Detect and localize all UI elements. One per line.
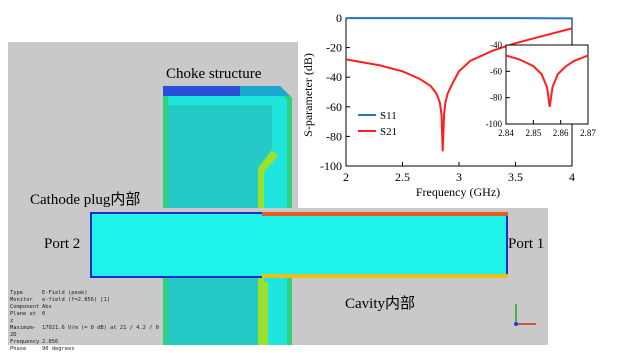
beam-pipe-field: [92, 214, 506, 276]
pipe-bottom-hot-edge: [262, 274, 508, 278]
info-key: Type: [10, 290, 42, 297]
info-key: Component: [10, 304, 42, 311]
y-tick-label: -80: [326, 129, 342, 143]
y-tick-label: -60: [326, 100, 342, 114]
info-value: e-field (f=2.856) [1]: [42, 297, 110, 304]
x-tick-label: 2.87: [580, 128, 596, 138]
legend-label-s11: S11: [380, 110, 397, 122]
port-2-label: Port 2: [44, 236, 80, 253]
y-tick-label: -100: [320, 159, 342, 173]
y-tick-label: -40: [490, 40, 502, 50]
legend-label-s21: S21: [380, 126, 397, 138]
x-tick-label: 2.5: [395, 170, 410, 184]
s-parameter-chart: 2 2.5 3 3.5 4 0 -20 -40 -60 -80 -100 Frequency (GHz…: [298, 0, 618, 208]
cavity-label: Cavity内部: [345, 292, 415, 313]
choke-structure-label: Choke structure: [166, 66, 261, 83]
info-value: 17021.6 V/m (= 0 dB) at 21 / 4.2 / 0: [42, 325, 159, 339]
info-value: Abs: [42, 304, 52, 311]
info-value: 0: [42, 311, 45, 325]
y-tick-label: -100: [486, 119, 503, 129]
info-value: E-Field (peak): [42, 290, 87, 297]
x-tick-label: 2.86: [553, 128, 569, 138]
y-tick-label: -60: [490, 66, 502, 76]
lower-choke-gap: [258, 282, 268, 345]
x-tick-label: 3: [456, 170, 462, 184]
x-tick-label: 2: [343, 170, 349, 184]
info-value: 90 degrees: [42, 346, 74, 353]
info-key: Phase: [10, 346, 42, 353]
x-tick-label: 3.5: [508, 170, 523, 184]
coordinate-axes-icon: [508, 300, 542, 330]
y-tick-label: -20: [326, 41, 342, 55]
x-axis-label: Frequency (GHz): [416, 185, 500, 199]
x-tick-label: 4: [569, 170, 575, 184]
inset-plot-frame: [506, 45, 588, 124]
x-tick-label: 2.85: [525, 128, 541, 138]
choke-top-low-field: [163, 86, 240, 96]
port-1-label: Port 1: [508, 236, 544, 253]
info-key: Plane at z: [10, 311, 42, 325]
y-axis-label: S-parameter (dB): [301, 53, 315, 137]
pipe-top-hot-edge: [262, 212, 508, 216]
y-tick-label: -40: [326, 70, 342, 84]
y-tick-label: -80: [490, 93, 502, 103]
y-tick-label: 0: [336, 11, 342, 25]
cathode-plug-label: Cathode plug内部: [30, 188, 140, 209]
info-key: Monitor: [10, 297, 42, 304]
info-key: Maximum-2D: [10, 325, 42, 339]
x-tick-label: 2.84: [498, 128, 514, 138]
